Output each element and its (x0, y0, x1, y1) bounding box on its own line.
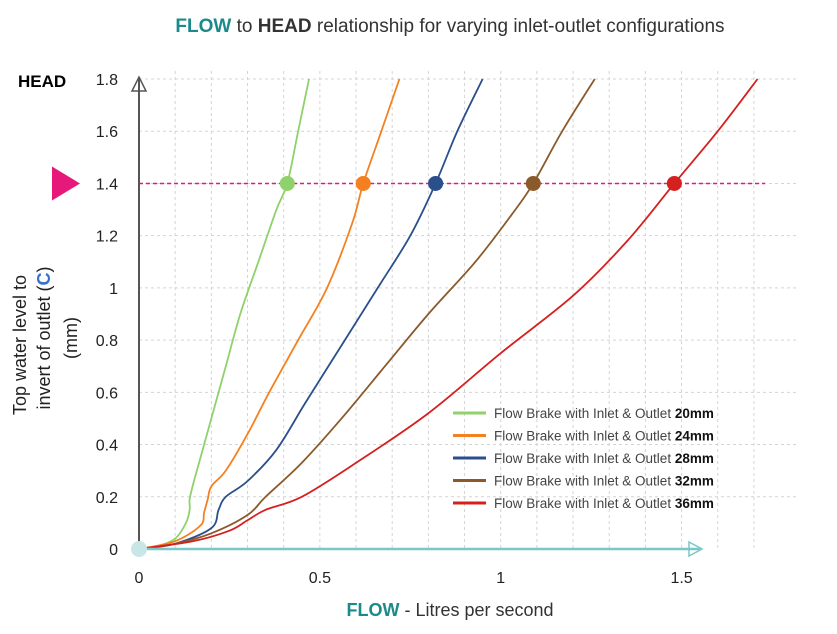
title-flow: FLOW (175, 16, 231, 37)
y-tick-label: 0 (109, 542, 118, 559)
y-tick-label: 1.2 (96, 229, 118, 246)
series-line-20mm (138, 78, 310, 550)
y-tick-label: 0.4 (96, 438, 118, 455)
marker-24mm (355, 175, 371, 191)
y-axis-label: Top water level to invert of outlet (C) … (10, 266, 81, 415)
y-tick-label: 0.8 (96, 333, 118, 350)
y-tick-label: 1.8 (96, 72, 118, 89)
x-axis-arrow-icon (688, 540, 704, 558)
marker-20mm (279, 175, 295, 191)
legend-label: Flow Brake with Inlet & Outlet 28mm (494, 451, 714, 466)
chart-title: FLOW to HEAD relationship for varying in… (175, 16, 724, 37)
legend: Flow Brake with Inlet & Outlet 20mm Flow … (453, 406, 714, 511)
x-tick-labels: 0 0.5 1 1.5 (135, 570, 693, 587)
y-axis-arrow-icon (130, 75, 148, 92)
y-label-line1: Top water level to (10, 275, 30, 415)
y-tick-label: 1.6 (96, 124, 118, 141)
series-line-24mm (138, 78, 401, 550)
marker-28mm (428, 175, 444, 191)
y-label-line3: (mm) (61, 317, 81, 359)
legend-label: Flow Brake with Inlet & Outlet 24mm (494, 429, 714, 444)
x-tick-label: 0.5 (309, 570, 331, 587)
y-tick-label: 1.4 (96, 176, 118, 193)
title-rest: relationship for varying inlet-outlet co… (312, 16, 725, 37)
x-tick-label: 1 (496, 570, 505, 587)
legend-label: Flow Brake with Inlet & Outlet 32mm (494, 474, 714, 489)
marker-36mm (666, 175, 682, 191)
reference-head-marker-icon (52, 166, 80, 201)
y-tick-label: 1 (109, 281, 118, 298)
y-tick-label: 0.6 (96, 385, 118, 402)
y-tick-labels: 0 0.2 0.4 0.6 0.8 1 1.2 1.4 1.6 1.8 (96, 72, 118, 559)
legend-label: Flow Brake with Inlet & Outlet 36mm (494, 496, 714, 511)
intersection-markers (279, 175, 682, 191)
title-to: to (231, 16, 257, 37)
y-axis-head-label: HEAD (18, 72, 66, 91)
y-label-line2: invert of outlet (C) (34, 266, 54, 409)
legend-label: Flow Brake with Inlet & Outlet 20mm (494, 406, 714, 421)
x-tick-label: 1.5 (670, 570, 692, 587)
x-axis-label: FLOW - Litres per second (346, 600, 553, 620)
title-head: HEAD (258, 16, 312, 37)
origin-dot (131, 541, 147, 557)
marker-32mm (525, 175, 541, 191)
y-tick-label: 0.2 (96, 490, 118, 507)
x-tick-label: 0 (135, 570, 144, 587)
series-line-28mm (138, 78, 484, 550)
